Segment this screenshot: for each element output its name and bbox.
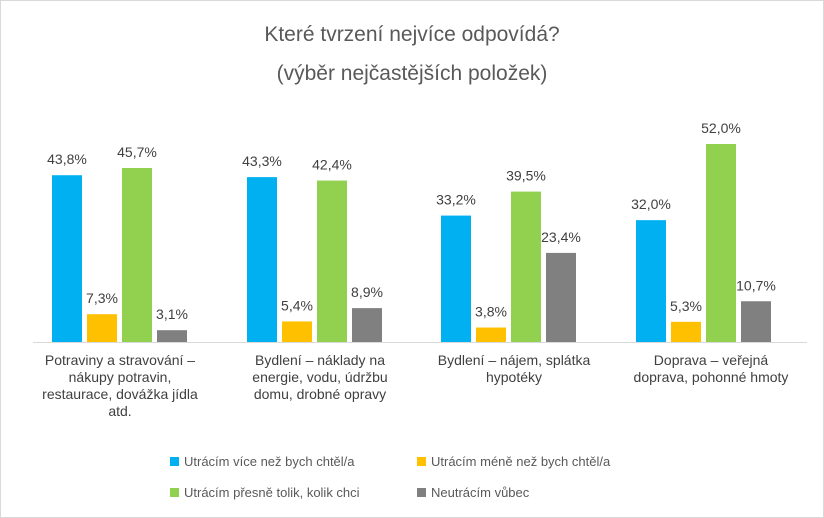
category-label-line: Bydlení – náklady na xyxy=(255,352,385,368)
category-label-line: hypotéky xyxy=(485,369,543,385)
chart-subtitle: (výběr nejčastějších položek) xyxy=(276,62,548,85)
bar xyxy=(157,330,187,342)
bar xyxy=(352,308,382,342)
bar xyxy=(87,314,117,342)
category-label-line: Potraviny a stravování – xyxy=(44,352,196,368)
data-label: 39,5% xyxy=(506,168,546,184)
category-label-line: Doprava – veřejná xyxy=(653,352,769,368)
legend-item: Utrácím méně než bych chtěl/a xyxy=(417,454,610,470)
data-label: 52,0% xyxy=(701,120,741,136)
data-label: 43,3% xyxy=(242,153,282,169)
legend-swatch xyxy=(417,457,426,466)
category-label-line: Bydlení – nájem, splátka xyxy=(437,352,591,368)
legend-label: Utrácím více než bych chtěl/a xyxy=(184,454,355,469)
data-label: 43,8% xyxy=(47,151,87,167)
category-label-line: doprava, pohonné hmoty xyxy=(633,369,789,385)
legend-swatch xyxy=(170,457,179,466)
legend-label: Utrácím přesně tolik, kolik chci xyxy=(184,485,360,500)
data-label: 5,4% xyxy=(281,297,313,313)
data-label: 7,3% xyxy=(86,290,118,306)
bar xyxy=(476,327,506,342)
bar xyxy=(671,321,701,342)
data-label: 45,7% xyxy=(117,144,157,160)
bar xyxy=(636,220,666,342)
data-label: 10,7% xyxy=(736,277,776,293)
category-label-line: atd. xyxy=(108,403,132,419)
bar xyxy=(511,191,541,342)
legend-swatch xyxy=(417,488,426,497)
data-label: 3,1% xyxy=(156,306,188,322)
category-label: Potraviny a stravování – nákupy potravin,… xyxy=(25,352,215,420)
category-label: Bydlení – náklady na energie, vodu, údržb… xyxy=(225,352,415,403)
category-label: Doprava – veřejná doprava, pohonné hmoty xyxy=(616,352,806,386)
legend-item: Utrácím více než bych chtěl/a xyxy=(170,454,355,470)
category-label-line: energie, vodu, údržbu xyxy=(252,369,388,385)
bar xyxy=(317,180,347,342)
legend-label: Neutrácím vůbec xyxy=(431,485,530,500)
category-label-line: restaurace, dovážka jídla xyxy=(42,386,198,402)
chart-title: Které tvrzení nejvíce odpovídá? xyxy=(264,23,560,46)
category-label-line: domu, drobné opravy xyxy=(253,386,387,402)
bar xyxy=(282,321,312,342)
data-label: 33,2% xyxy=(436,192,476,208)
category-label: Bydlení – nájem, splátka hypotéky xyxy=(419,352,609,386)
bar xyxy=(546,252,576,342)
data-label: 23,4% xyxy=(541,229,581,245)
legend-item: Neutrácím vůbec xyxy=(417,485,529,501)
data-label: 3,8% xyxy=(475,304,507,320)
data-label: 8,9% xyxy=(351,284,383,300)
bar xyxy=(122,167,152,342)
bar xyxy=(706,144,736,342)
bar xyxy=(52,175,82,342)
data-label: 42,4% xyxy=(312,157,352,173)
bar xyxy=(741,301,771,342)
bar xyxy=(441,215,471,342)
legend-item: Utrácím přesně tolik, kolik chci xyxy=(170,485,360,501)
data-label: 5,3% xyxy=(670,298,702,314)
bar xyxy=(247,177,277,342)
legend-label: Utrácím méně než bych chtěl/a xyxy=(431,454,611,469)
legend-swatch xyxy=(170,488,179,497)
category-label-line: nákupy potravin, xyxy=(68,369,172,385)
data-label: 32,0% xyxy=(631,196,671,212)
